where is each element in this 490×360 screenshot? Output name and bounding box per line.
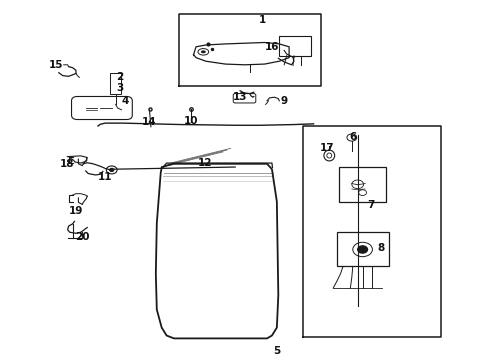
Bar — [339, 167, 386, 202]
Text: 5: 5 — [273, 346, 280, 356]
Text: 4: 4 — [121, 96, 129, 106]
Text: 19: 19 — [69, 206, 83, 216]
Text: 18: 18 — [60, 159, 74, 169]
Text: 14: 14 — [142, 117, 157, 127]
Text: 12: 12 — [197, 158, 212, 168]
Bar — [337, 232, 389, 266]
Circle shape — [358, 246, 368, 253]
Text: 20: 20 — [75, 232, 90, 242]
Text: 16: 16 — [265, 42, 279, 52]
Circle shape — [110, 168, 114, 171]
Text: 3: 3 — [117, 83, 123, 93]
Text: 13: 13 — [233, 92, 247, 102]
Ellipse shape — [201, 50, 206, 53]
Text: 10: 10 — [184, 116, 198, 126]
Text: 1: 1 — [259, 15, 266, 25]
Bar — [279, 36, 311, 56]
Text: 7: 7 — [368, 200, 375, 210]
Text: 6: 6 — [349, 132, 356, 142]
Text: 2: 2 — [117, 72, 123, 82]
Text: 11: 11 — [98, 172, 113, 182]
Text: 8: 8 — [378, 243, 385, 253]
Text: 15: 15 — [49, 60, 64, 70]
Text: 17: 17 — [320, 143, 335, 153]
Bar — [110, 73, 121, 94]
Text: 9: 9 — [281, 96, 288, 106]
